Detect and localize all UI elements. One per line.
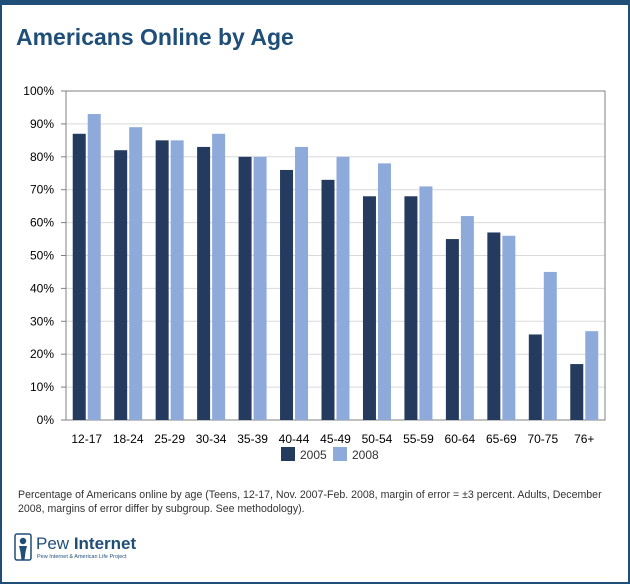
x-tick-label: 45-49 [320,432,351,446]
top-accent-bar [2,2,628,5]
x-tick-label: 60-64 [445,432,476,446]
x-tick-label: 40-44 [279,432,310,446]
x-tick-label: 65-69 [486,432,517,446]
bar-2005-70-75 [528,334,542,420]
x-tick-label: 50-54 [362,432,393,446]
bar-2008-76+ [585,331,599,420]
legend-swatch-2005 [281,447,295,461]
pew-internet-logo: Pew Internet Pew Internet & American Lif… [14,531,144,567]
x-tick-label: 12-17 [71,432,102,446]
y-tick-label: 100% [23,84,54,98]
bar-2008-55-59 [419,186,433,420]
y-tick-label: 70% [30,183,54,197]
chart-title: Americans Online by Age [16,24,294,50]
bar-2005-45-49 [321,179,335,420]
logo-name-first: Pew [36,534,70,553]
x-tick-label: 18-24 [113,432,144,446]
bar-2005-76+ [570,364,584,420]
logo-tagline: Pew Internet & American Life Project [37,554,127,560]
bar-2008-18-24 [129,127,143,420]
y-tick-label: 60% [30,216,54,230]
logo-name: Pew Internet [36,534,136,554]
bar-2008-45-49 [336,156,350,421]
y-tick-label: 80% [30,150,54,164]
y-tick-label: 50% [30,249,54,263]
x-tick-label: 55-59 [403,432,434,446]
bar-2008-40-44 [295,146,309,420]
bar-2008-25-29 [170,140,184,420]
footnote: Percentage of Americans online by age (T… [18,489,602,515]
y-tick-label: 90% [30,117,54,131]
bar-2008-50-54 [377,163,391,420]
bar-2008-12-17 [87,114,101,420]
plot-border [65,90,606,421]
bar-2005-18-24 [114,150,128,420]
x-tick-label: 70-75 [527,432,558,446]
y-tick-label: 10% [30,380,54,394]
bar-2005-60-64 [445,239,459,420]
bar-2008-30-34 [212,133,226,420]
y-tick-label: 40% [30,281,54,295]
logo-name-second: Internet [73,534,137,553]
legend-swatch-2008 [333,447,347,461]
bar-2005-30-34 [197,146,211,420]
bar-2005-65-69 [487,232,501,420]
x-tick-label: 35-39 [237,432,268,446]
bar-2008-35-39 [253,156,267,421]
bar-2008-70-75 [543,271,557,420]
bar-2005-40-44 [280,169,294,420]
bar-2008-65-69 [502,235,516,420]
x-tick-label: 76+ [574,432,594,446]
y-tick-label: 20% [30,347,54,361]
y-tick-label: 30% [30,314,54,328]
bar-2008-60-64 [460,216,474,420]
bar-2005-35-39 [238,156,252,421]
legend-label: 2008 [352,448,379,462]
x-tick-label: 25-29 [154,432,185,446]
bar-2005-12-17 [72,133,86,420]
legend-label: 2005 [300,448,327,462]
pew-figure-icon [14,533,32,561]
bar-2005-55-59 [404,196,418,420]
y-tick-label: 0% [37,413,55,427]
x-tick-label: 30-34 [196,432,227,446]
bar-2005-50-54 [362,196,376,420]
bar-2005-25-29 [155,140,169,420]
